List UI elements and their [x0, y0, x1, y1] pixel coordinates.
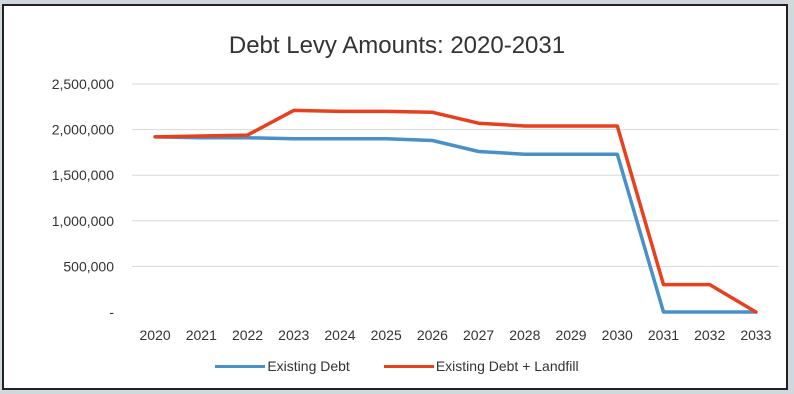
x-tick-label: 2030: [602, 327, 633, 343]
plot-area: - 500,000 1,000,000 1,500,000 2,000,000 2,500…: [52, 76, 779, 343]
y-tick-label: 500,000: [63, 258, 114, 274]
x-tick-label: 2028: [509, 327, 540, 343]
x-tick-label: 2024: [324, 327, 355, 343]
x-tick-label: 2033: [740, 327, 771, 343]
legend-swatch-existing-debt: [215, 364, 266, 368]
series-line-existing-debt-landfill: [153, 108, 758, 314]
y-tick-label: 2,500,000: [52, 76, 114, 92]
x-tick-label: 2022: [232, 327, 263, 343]
legend-item-existing-debt-landfill: Existing Debt + Landfill: [383, 358, 579, 374]
x-tick-label: 2027: [463, 327, 494, 343]
x-tick-label: 2031: [648, 327, 679, 343]
chart-title: Debt Levy Amounts: 2020-2031: [228, 32, 566, 59]
x-tick-label: 2032: [694, 327, 725, 343]
x-tick-label: 2026: [417, 327, 448, 343]
y-tick-label: 2,000,000: [52, 122, 114, 138]
y-tick-label: -: [109, 304, 114, 320]
chart-frame: Debt Levy Amounts: 2020-2031 - 500,000 1,0…: [2, 4, 788, 390]
legend-item-existing-debt: Existing Debt: [215, 358, 350, 374]
x-tick-label: 2025: [371, 327, 402, 343]
x-tick-label: 2021: [186, 327, 217, 343]
x-tick-label: 2023: [278, 327, 309, 343]
legend-swatch-existing-debt-landfill: [383, 364, 434, 368]
y-tick-label: 1,500,000: [52, 167, 114, 183]
x-tick-label: 2020: [140, 327, 171, 343]
legend: Existing Debt Existing Debt + Landfill: [4, 358, 790, 374]
legend-label-existing-debt: Existing Debt: [267, 358, 350, 374]
legend-label-existing-debt-landfill: Existing Debt + Landfill: [435, 358, 579, 374]
y-tick-label: 1,000,000: [52, 213, 114, 229]
x-tick-label: 2029: [555, 327, 586, 343]
series-line-existing-debt: [153, 135, 758, 314]
